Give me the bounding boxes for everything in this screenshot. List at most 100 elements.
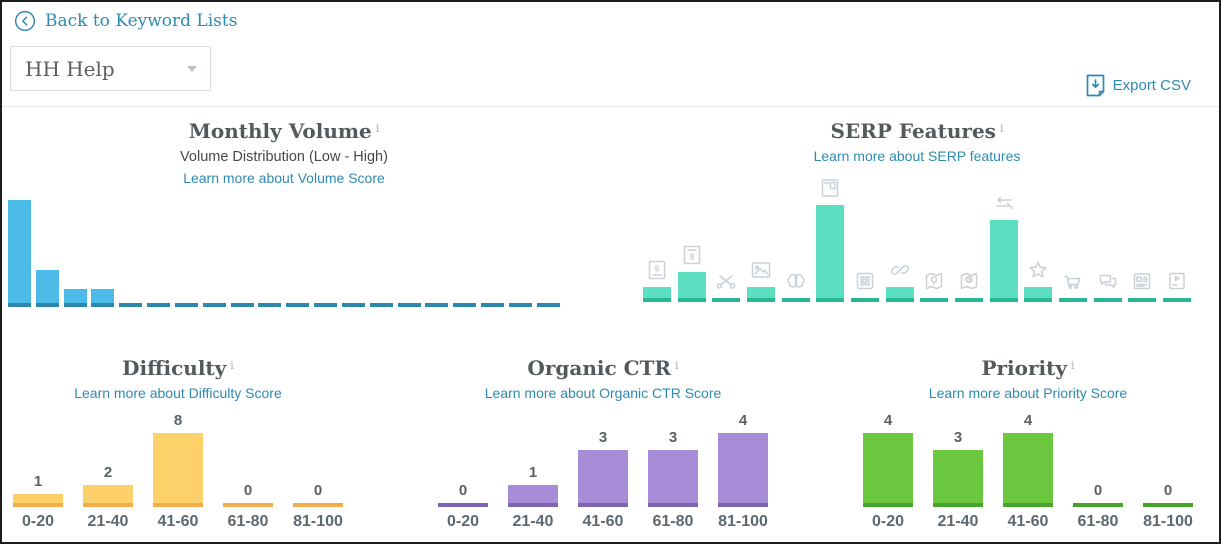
serp-features-chart: $ $ $ [643,176,1191,302]
volume-bar[interactable] [286,303,310,307]
score-bar[interactable] [1143,503,1193,507]
serp-feature-bar[interactable] [1128,298,1157,302]
serp-feature-bar[interactable] [781,298,810,302]
score-bar[interactable] [508,485,558,507]
keyword-list-dropdown[interactable]: HH Help [10,46,211,91]
learn-more-difficulty-link[interactable]: Learn more about Difficulty Score [74,385,282,401]
volume-bar[interactable] [35,270,59,307]
bucket-label: 0-20 [871,513,905,530]
serp-feature-bar[interactable] [712,298,741,302]
map-pin-icon [922,269,946,293]
score-bar[interactable] [83,485,133,507]
star-icon [1026,258,1050,282]
export-csv-button[interactable]: Export CSV [1086,74,1191,97]
bucket-label: 41-60 [1007,513,1049,530]
info-icon[interactable]: i [230,358,234,372]
svg-text:$: $ [689,252,694,262]
volume-bar[interactable] [63,289,87,307]
priority-chart: Priority i Learn more about Priority Scor… [858,356,1198,542]
serp-feature-column [1093,269,1122,302]
serp-feature-bar[interactable] [1024,287,1053,302]
bucket-label: 21-40 [512,513,554,530]
serp-feature-bar[interactable] [1058,298,1087,302]
volume-bar[interactable] [202,303,226,307]
score-bar[interactable] [153,433,203,507]
score-bar[interactable] [223,503,273,507]
bucket-label: 41-60 [582,513,624,530]
svg-text:$: $ [967,274,972,284]
serp-feature-bar[interactable] [643,287,671,302]
score-bar[interactable] [438,503,488,507]
bar-value-label: 0 [1163,482,1173,499]
score-bar[interactable] [13,494,63,507]
volume-bar[interactable] [147,303,171,307]
volume-bar[interactable] [425,303,449,307]
serp-feature-column [989,191,1018,302]
bar-value-label: 0 [458,482,468,499]
volume-bar[interactable] [341,303,365,307]
serp-feature-bar[interactable] [746,287,775,302]
info-icon[interactable]: i [675,358,679,372]
serp-feature-column [781,269,810,302]
learn-more-volume-link[interactable]: Learn more about Volume Score [183,170,385,186]
serp-feature-bar[interactable] [989,220,1018,302]
serp-feature-bar[interactable] [1162,298,1191,302]
volume-bar[interactable] [453,303,477,307]
serp-feature-column [816,176,845,302]
serp-feature-bar[interactable] [1093,298,1122,302]
bucket-label: 81-100 [718,513,768,530]
serp-feature-column [712,269,741,302]
volume-bar[interactable] [258,303,282,307]
score-bucket: 1 [508,464,558,507]
score-bar[interactable] [1003,433,1053,507]
learn-more-priority-link[interactable]: Learn more about Priority Score [928,385,1128,401]
serp-feature-bar[interactable] [816,205,845,302]
chart-title: Monthly Volume [188,119,372,143]
volume-bar[interactable] [174,303,198,307]
learn-more-serp-link[interactable]: Learn more about SERP features [813,148,1021,164]
volume-distribution-subtitle: Volume Distribution (Low - High) [180,149,388,165]
score-bucket: 8 [153,412,203,507]
serp-feature-column [1162,269,1191,302]
score-bar[interactable] [578,450,628,507]
info-icon[interactable]: i [1070,358,1075,372]
priority-bars: 4 3 4 0 0 [863,412,1193,507]
volume-bar[interactable] [230,303,254,307]
volume-bar[interactable] [397,303,421,307]
volume-bar[interactable] [8,200,31,307]
score-bar[interactable] [718,433,768,507]
score-bucket: 0 [1073,482,1123,507]
serp-feature-bar[interactable] [920,298,949,302]
link-icon [888,258,912,282]
video-icon [1165,269,1189,293]
volume-bar[interactable] [91,289,115,307]
volume-bar[interactable] [508,303,532,307]
volume-bar[interactable] [536,303,560,307]
volume-bar[interactable] [314,303,338,307]
info-icon[interactable]: i [375,121,380,135]
serp-feature-bar[interactable] [954,298,983,302]
serp-feature-bar[interactable] [850,298,879,302]
score-bar[interactable] [648,450,698,507]
serp-feature-column [1128,269,1157,302]
volume-bar[interactable] [369,303,393,307]
serp-feature-bar[interactable] [885,287,914,302]
score-bar[interactable] [933,450,983,507]
score-bar[interactable] [1073,503,1123,507]
volume-bar[interactable] [481,303,505,307]
score-bar[interactable] [863,433,913,507]
learn-more-organic-ctr-link[interactable]: Learn more about Organic CTR Score [484,385,722,401]
bucket-label: 0-20 [446,513,480,530]
priority-title-line: Priority i [858,356,1198,380]
info-icon[interactable]: i [999,121,1004,135]
map-dollar-icon: $ [957,269,981,293]
chat-bubbles-icon [1096,269,1120,293]
back-to-keyword-lists-link[interactable]: Back to Keyword Lists [14,10,237,32]
serp-feature-column [920,269,949,302]
score-bucket: 3 [933,429,983,507]
score-bar[interactable] [293,503,343,507]
swap-arrows-icon [992,191,1016,215]
volume-bar[interactable] [119,303,143,307]
serp-feature-bar[interactable] [677,272,706,302]
score-bucket: 0 [293,482,343,507]
